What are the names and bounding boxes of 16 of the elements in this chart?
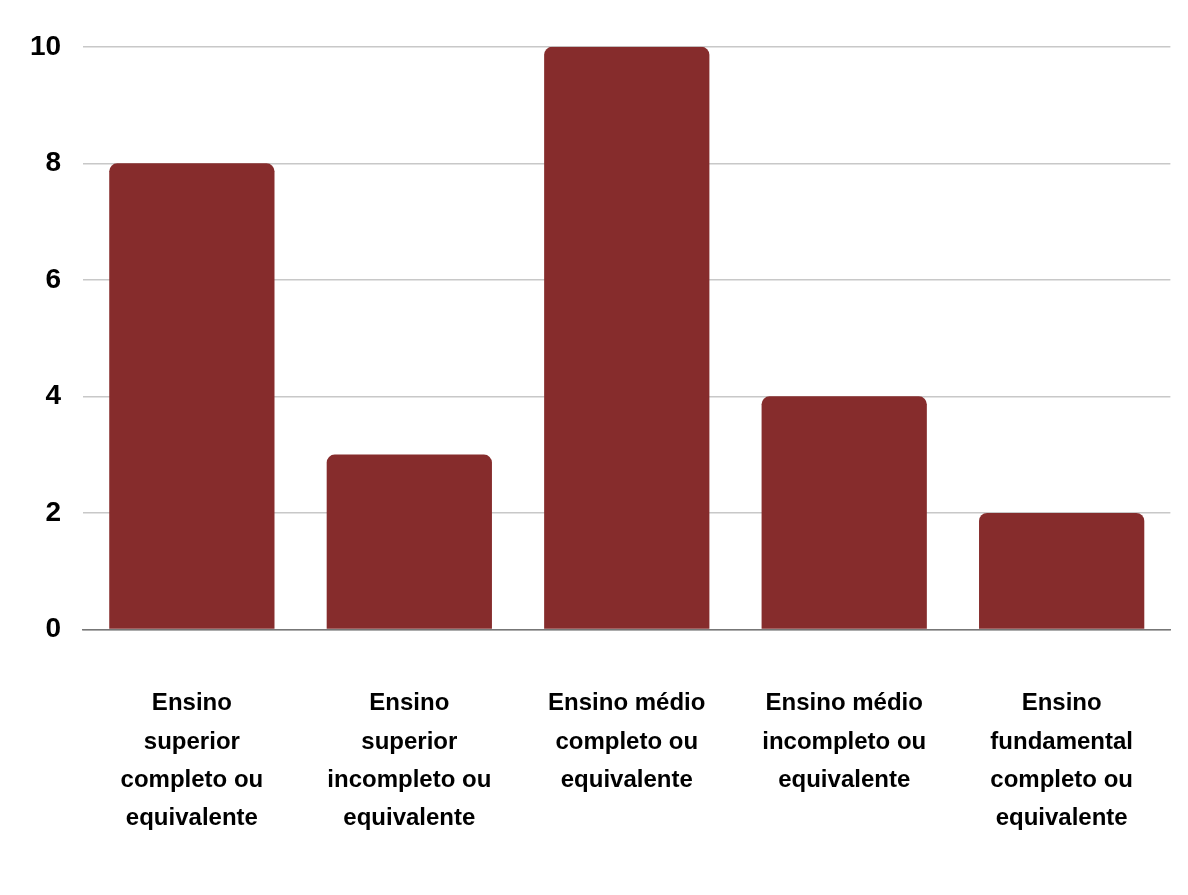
- x-tick-label: Ensino superior completo ou equivalente: [120, 688, 264, 831]
- y-tick-label: 2: [45, 495, 62, 527]
- y-tick-label: 4: [45, 379, 62, 411]
- x-tick-label: Ensino fundamental completo ou equivalente: [990, 688, 1134, 831]
- bar: [109, 163, 275, 629]
- bar: [326, 454, 492, 629]
- y-tick-label: 0: [45, 612, 62, 644]
- x-tick-label: Ensino superior incompleto ou equivalente: [327, 688, 492, 831]
- y-tick-label: 10: [29, 29, 62, 61]
- x-tick-label: Ensino médio completo ou equivalente: [548, 688, 706, 793]
- bar: [979, 512, 1145, 629]
- y-tick-label: 6: [45, 262, 62, 294]
- y-tick-label: 8: [45, 146, 62, 178]
- bar: [761, 396, 927, 629]
- x-tick-label: Ensino médio incompleto ou equivalente: [762, 688, 927, 793]
- bar: [544, 46, 710, 629]
